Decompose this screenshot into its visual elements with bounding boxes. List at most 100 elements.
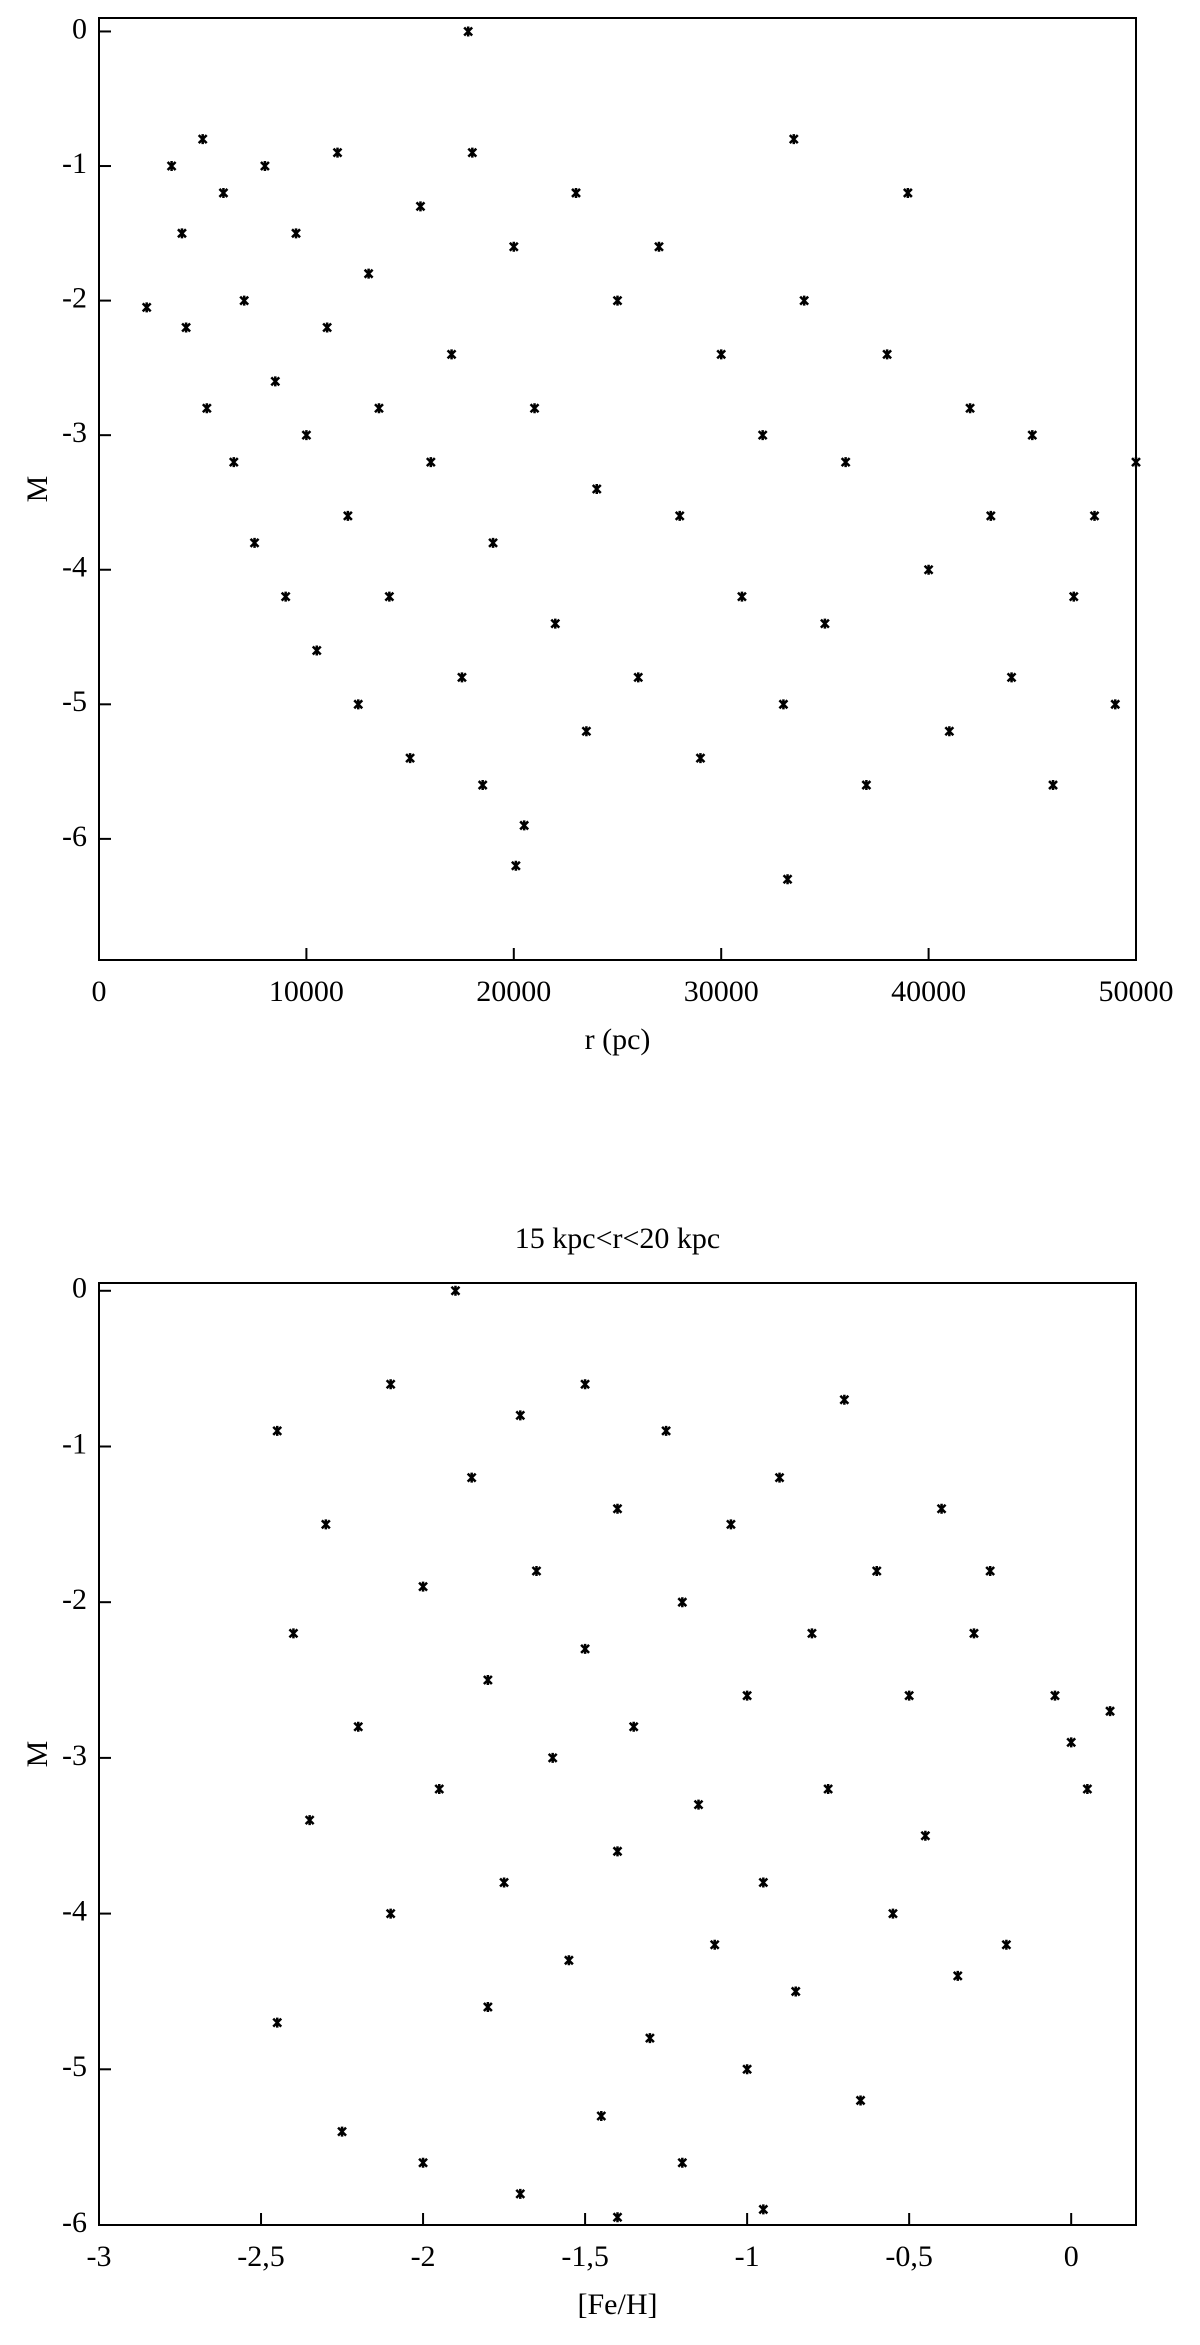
scatter-point (218, 187, 229, 198)
scatter-point (374, 403, 384, 414)
scatter-point (466, 1472, 477, 1483)
scatter-point (580, 1643, 590, 1654)
scatter-point (612, 1846, 623, 1857)
scatter-point (774, 1472, 785, 1483)
scatter-point (510, 860, 521, 871)
scatter-point (823, 1784, 834, 1795)
scatter-point (450, 1285, 461, 1296)
scatter-point (418, 2157, 428, 2168)
scatter-point (304, 1815, 315, 1826)
x-tick-label: 0 (1064, 2240, 1079, 2273)
scatter-point (758, 2204, 769, 2215)
scatter-point (820, 618, 830, 629)
y-tick-label: -2 (62, 1583, 87, 1616)
scatter-point (531, 1566, 542, 1577)
scatter-point (840, 457, 851, 468)
plot-frame (98, 17, 1137, 961)
x-tick-label: -0,5 (885, 2240, 933, 2273)
scatter-point (571, 187, 581, 198)
scatter-point (716, 349, 727, 360)
scatter-point (515, 2188, 526, 2199)
x-tick-label: 0 (92, 975, 107, 1008)
scatter-point (888, 1908, 898, 1919)
y-tick-label: -4 (62, 1894, 87, 1927)
scatter-point (580, 1379, 590, 1390)
x-tick-label: 40000 (891, 975, 966, 1008)
y-tick-label: -1 (62, 1427, 87, 1460)
scatter-point (1066, 1737, 1077, 1748)
scatter-point (661, 1425, 671, 1436)
x-tick-label: 30000 (684, 975, 759, 1008)
scatter-point (332, 147, 343, 158)
scatter-point (177, 228, 187, 239)
scatter-point (499, 1877, 509, 1888)
x-tick-label: -3 (87, 2240, 112, 2273)
scatter-point (790, 1986, 801, 1997)
scatter-point (855, 2095, 866, 2106)
scatter-point (280, 591, 291, 602)
scatter-point (550, 618, 561, 629)
scatter-point (197, 134, 208, 145)
scatter-point (239, 295, 250, 306)
scatter-point (446, 349, 457, 360)
y-tick-label: 0 (72, 1272, 87, 1305)
scatter-point (311, 645, 322, 656)
scatter-point (965, 403, 975, 414)
y-tick-label: -5 (62, 685, 87, 718)
scatter-point (839, 1394, 850, 1405)
scatter-point (249, 537, 260, 548)
scatter-point (1131, 457, 1141, 468)
scatter-point (726, 1519, 736, 1530)
scatter-point (1050, 1690, 1060, 1701)
scatter-point (596, 2111, 607, 2122)
x-tick-label: 50000 (1099, 975, 1174, 1008)
y-tick-label: -6 (62, 2206, 87, 2239)
y-tick-label: -3 (62, 1739, 87, 1772)
scatter-point (519, 820, 530, 831)
y-tick-label: -6 (62, 820, 87, 853)
x-tick-label: 20000 (476, 975, 551, 1008)
y-tick-label: -4 (62, 551, 87, 584)
scatter-point (141, 302, 152, 313)
scatter-point (1048, 780, 1058, 791)
scatter-point (778, 699, 789, 710)
scatter-point (434, 1784, 445, 1795)
scatter-point (291, 228, 301, 239)
scatter-point (654, 241, 664, 252)
scatter-point (952, 1970, 963, 1981)
x-tick-label: -2 (411, 2240, 436, 2273)
scatter-point (985, 510, 996, 521)
scatter-point (529, 403, 540, 414)
scatter-point (272, 2017, 283, 2028)
scatter-point (969, 1628, 979, 1639)
scatter-point (920, 1830, 931, 1841)
scatter-point (581, 726, 592, 737)
scatter-point (301, 430, 312, 441)
x-tick-label: -1 (735, 2240, 760, 2273)
scatter-point (547, 1752, 558, 1763)
scatter-point (1068, 591, 1079, 602)
scatter-point (882, 349, 893, 360)
y-tick-label: -5 (62, 2050, 87, 2083)
scatter-point (463, 26, 474, 37)
scatter-point (337, 2126, 347, 2137)
scatter-point (166, 161, 177, 172)
scatter-point (923, 564, 934, 575)
scatter-point (861, 780, 872, 791)
scatter-point (757, 430, 768, 441)
scatter-point (737, 591, 747, 602)
scatter-point (633, 672, 644, 683)
x-axis-label: [Fe/H] (578, 2288, 658, 2321)
scatter-point (1110, 699, 1121, 710)
scatter-point (612, 1503, 623, 1514)
scatter-point (353, 1721, 364, 1732)
scatter-point (871, 1566, 882, 1577)
scatter-point (758, 1877, 769, 1888)
scatter-point (591, 484, 602, 494)
scatter-point (564, 1955, 574, 1966)
scatter-point (936, 1503, 947, 1514)
scatter-point (425, 457, 436, 468)
y-tick-label: -3 (62, 416, 87, 449)
scatter-point (385, 1908, 396, 1919)
